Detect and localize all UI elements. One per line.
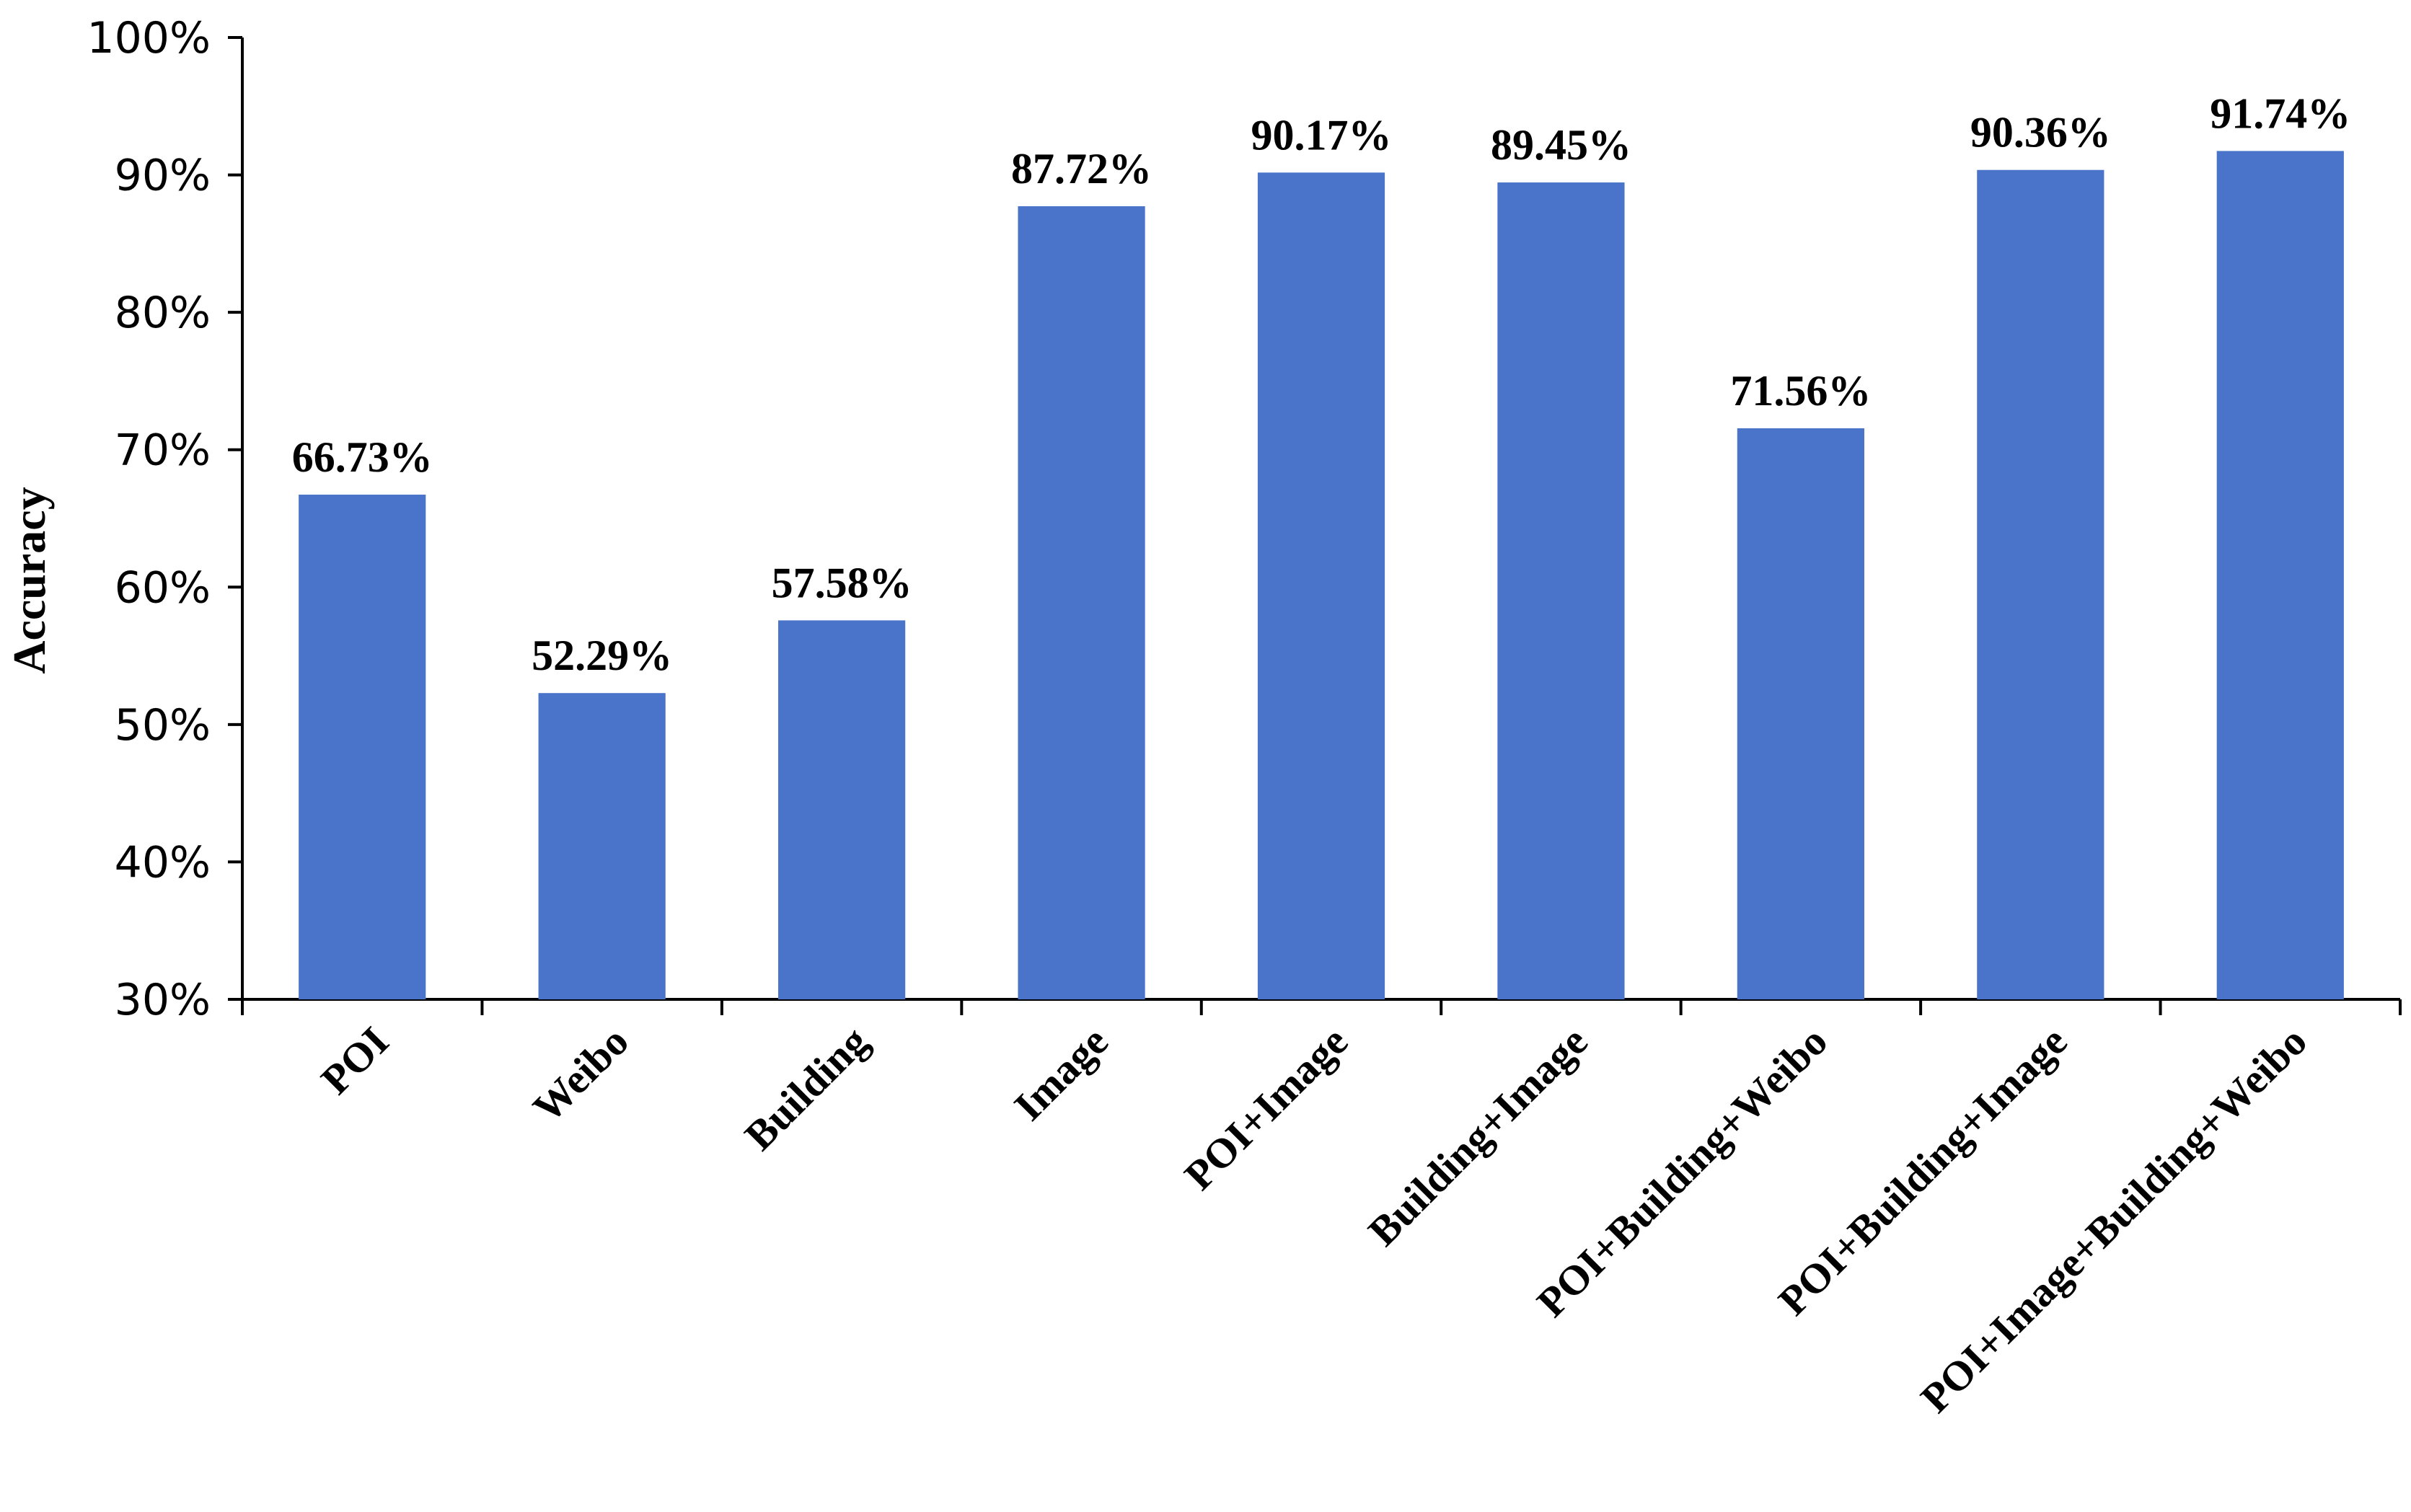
y-tick-label: 50% [115, 700, 211, 751]
y-tick-label: 40% [115, 837, 211, 888]
data-label: 90.17% [1251, 111, 1392, 159]
x-category-label: POI [312, 1017, 398, 1103]
x-category-label: POI+Image [1176, 1017, 1357, 1199]
x-category-label: POI+Image+Building+Weibo [1912, 1017, 2316, 1421]
data-label: 52.29% [532, 632, 672, 679]
y-tick-label: 70% [115, 425, 211, 476]
y-tick-label: 90% [115, 151, 211, 201]
bar [1737, 428, 1864, 999]
data-label: 71.56% [1730, 367, 1871, 415]
data-label: 87.72% [1011, 145, 1152, 193]
y-tick-label: 60% [115, 562, 211, 613]
bar [1018, 206, 1145, 999]
data-label: 57.58% [772, 559, 912, 606]
bar [538, 693, 666, 999]
bar [299, 495, 426, 999]
y-tick-label: 80% [115, 288, 211, 338]
bar [2216, 151, 2344, 1000]
x-category-label: Image [1005, 1017, 1116, 1129]
bar [778, 620, 906, 999]
x-category-label: Building+Image [1359, 1017, 1596, 1255]
y-axis-title: Accuracy [4, 487, 55, 673]
bar [1497, 182, 1625, 999]
bar [1257, 172, 1385, 1000]
x-category-label: Building [736, 1017, 877, 1159]
y-tick-label: 100% [87, 13, 211, 63]
y-tick-label: 30% [115, 975, 211, 1025]
bar [1977, 169, 2104, 1000]
x-category-label: Weibo [524, 1017, 638, 1131]
data-label: 90.36% [1970, 109, 2111, 156]
data-label: 91.74% [2210, 89, 2350, 137]
data-label: 66.73% [292, 433, 433, 481]
data-label: 89.45% [1491, 121, 1631, 169]
